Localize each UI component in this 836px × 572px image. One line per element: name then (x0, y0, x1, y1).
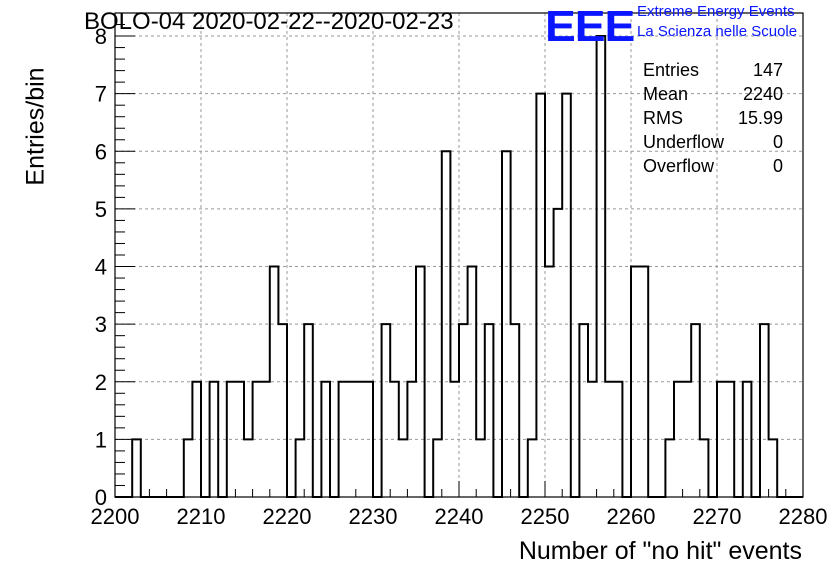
stat-value: 2240 (742, 84, 783, 104)
histogram-outline (115, 35, 803, 498)
stat-value: 15.99 (737, 108, 783, 128)
stat-label: Underflow (643, 132, 725, 152)
x-tick-label: 2250 (521, 504, 570, 529)
y-tick-label: 8 (95, 24, 107, 49)
logo-line-2: La Scienza nelle Scuole (637, 23, 798, 40)
x-axis-label: Number of "no hit" events (518, 537, 802, 565)
y-tick-label: 1 (95, 427, 107, 452)
y-tick-label: 3 (95, 312, 107, 337)
stat-label: Mean (643, 84, 689, 104)
y-tick-label: 0 (95, 485, 107, 510)
x-tick-label: 2200 (91, 504, 140, 529)
stat-label: RMS (643, 108, 683, 128)
y-tick-label: 6 (95, 139, 107, 164)
x-tick-label: 2210 (177, 504, 226, 529)
stat-value: 147 (752, 60, 783, 80)
y-tick-label: 7 (95, 82, 107, 107)
stat-row-mean: Mean 2240 (643, 82, 783, 106)
y-tick-label: 2 (95, 370, 107, 395)
x-tick-label: 2260 (607, 504, 656, 529)
eee-logo: EEE (545, 2, 635, 51)
stats-box: Entries 147 Mean 2240 RMS 15.99 Underflow 0 Over… (643, 58, 783, 178)
x-tick-label: 2280 (779, 504, 828, 529)
x-tick-label: 2240 (435, 504, 484, 529)
y-tick-label: 4 (95, 255, 107, 280)
axes: 2200 2210 2220 2230 2240 2250 2260 2270 2280 0 1 2 3… (91, 12, 828, 529)
x-tick-label: 2270 (693, 504, 742, 529)
logo-line-1: Extreme Energy Events (637, 3, 795, 20)
chart-title: BOLO-04 2020-02-22--2020-02-23 (84, 8, 454, 35)
y-axis-label: Entries/bin (21, 67, 50, 186)
stat-value: 0 (772, 132, 783, 152)
x-tick-label: 2220 (263, 504, 312, 529)
stat-label: Entries (643, 60, 700, 80)
stat-row-rms: RMS 15.99 (643, 106, 783, 130)
stat-row-underflow: Underflow 0 (643, 130, 783, 154)
y-tick-label: 5 (95, 197, 107, 222)
stat-row-entries: Entries 147 (643, 58, 783, 82)
stat-label: Overflow (643, 156, 715, 176)
stat-value: 0 (772, 156, 783, 176)
stat-row-overflow: Overflow 0 (643, 154, 783, 178)
x-tick-label: 2230 (349, 504, 398, 529)
